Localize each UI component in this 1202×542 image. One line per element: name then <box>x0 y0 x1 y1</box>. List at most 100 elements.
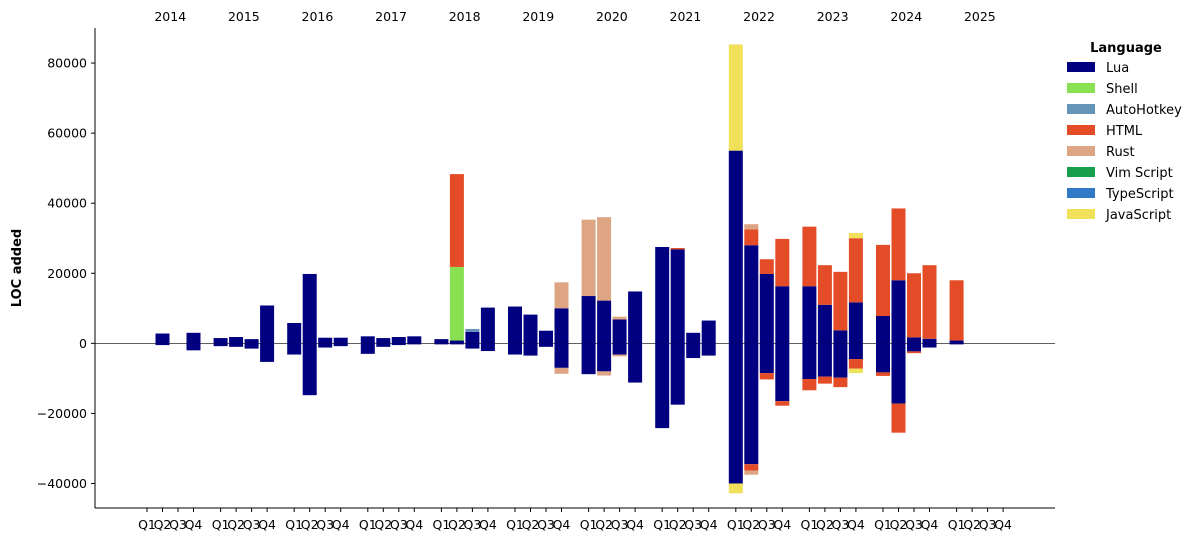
y-tick-label: 80000 <box>47 56 87 71</box>
x-tick-label: Q2 <box>374 517 392 532</box>
bar-segment-html <box>449 174 464 267</box>
x-tick-label: Q1 <box>801 517 819 532</box>
y-tick-label: 0 <box>79 336 87 351</box>
x-tick-label: Q3 <box>243 517 261 532</box>
bar-segment-lua <box>449 343 464 345</box>
x-tick-label: Q1 <box>359 517 377 532</box>
x-tick-label: Q3 <box>905 517 923 532</box>
bar-segment-lua <box>554 308 569 344</box>
bar-segment-lua <box>333 337 348 344</box>
legend-swatch-rust <box>1067 146 1095 156</box>
bar-segment-html <box>775 238 790 287</box>
bar-segment-lua <box>318 337 333 344</box>
bar-segment-lua <box>480 307 495 344</box>
bar-segment-lua <box>554 343 569 368</box>
bar-segment-lua <box>728 150 743 344</box>
x-tick-label: Q1 <box>433 517 451 532</box>
bar-segment-html <box>802 379 817 391</box>
year-label: 2025 <box>964 9 996 24</box>
legend-swatch-shell <box>1067 83 1095 93</box>
bar-segment-javascript <box>728 44 743 151</box>
legend-swatch-autohotkey <box>1067 104 1095 114</box>
bar-segment-rust <box>581 219 596 297</box>
year-label: 2023 <box>817 9 849 24</box>
x-tick-label: Q4 <box>773 517 791 532</box>
bar-segment-lua <box>655 246 670 344</box>
bar-segment-lua <box>434 343 449 345</box>
bar-segment-html <box>876 244 890 316</box>
x-tick-label: Q2 <box>742 517 760 532</box>
bar-segment-lua <box>508 306 522 344</box>
legend-label: Vim Script <box>1106 166 1173 181</box>
bar-segment-html <box>759 259 774 274</box>
bar-segment-lua <box>728 343 743 484</box>
x-tick-label: Q1 <box>138 517 156 532</box>
bar-segment-lua <box>318 343 333 348</box>
bar-segment-lua <box>155 333 170 344</box>
bar-segment-lua <box>802 343 817 380</box>
bar-segment-lua <box>186 332 201 344</box>
x-tick-label: Q1 <box>874 517 892 532</box>
bar-segment-lua <box>848 343 863 360</box>
bar-segment-html <box>744 464 759 471</box>
x-tick-label: Q2 <box>595 517 613 532</box>
bar-segment-lua <box>891 280 906 344</box>
x-tick-label: Q4 <box>700 517 718 532</box>
bar-segment-lua <box>539 330 553 344</box>
x-tick-label: Q3 <box>611 517 629 532</box>
legend-label: Lua <box>1106 61 1129 76</box>
bar-segment-lua <box>407 343 422 345</box>
x-tick-label: Q4 <box>258 517 276 532</box>
bar-segment-lua <box>229 337 244 344</box>
bar-segment-html <box>922 265 937 339</box>
bar-segment-lua <box>744 245 759 344</box>
x-tick-label: Q3 <box>684 517 702 532</box>
bar-segment-lua <box>244 339 259 344</box>
bar-segment-lua <box>581 296 596 344</box>
x-tick-label: Q3 <box>169 517 187 532</box>
bar-segment-html <box>907 351 921 354</box>
x-tick-label: Q1 <box>727 517 745 532</box>
bar-segment-lua <box>302 343 317 396</box>
legend-entries: Lua Shell AutoHotkey HTML Rust Vim Script Type… <box>1067 61 1182 223</box>
bar-segment-lua <box>759 273 774 344</box>
x-tick-label: Q3 <box>464 517 482 532</box>
bar-segment-lua <box>523 314 538 344</box>
bar-segment-lua <box>628 343 643 383</box>
legend-swatch-html <box>1067 125 1095 135</box>
legend-label: AutoHotkey <box>1106 103 1182 118</box>
year-label: 2021 <box>670 9 702 24</box>
bar-segment-html <box>775 401 790 406</box>
bar-segment-lua <box>949 340 964 344</box>
x-tick-label: Q1 <box>653 517 671 532</box>
y-tick-label: −40000 <box>37 476 87 491</box>
legend-title: Language <box>1090 41 1162 56</box>
year-label: 2016 <box>302 9 334 24</box>
x-tick-label: Q4 <box>405 517 423 532</box>
x-tick-label: Q1 <box>212 517 230 532</box>
bar-segment-rust <box>612 354 627 357</box>
y-tick-label: −20000 <box>37 406 87 421</box>
x-tick-label: Q3 <box>537 517 555 532</box>
legend-label: JavaScript <box>1105 208 1171 223</box>
bar-segment-lua <box>701 320 716 344</box>
bar-segment-html <box>848 238 863 303</box>
bar-segment-lua <box>376 338 391 344</box>
bar-segment-lua <box>949 343 964 345</box>
x-tick-label: Q4 <box>847 517 865 532</box>
x-tick-label: Q1 <box>580 517 598 532</box>
x-tick-label: Q3 <box>390 517 408 532</box>
bar-segment-html <box>759 373 774 380</box>
bar-segment-lua <box>376 343 391 347</box>
bar-segment-rust <box>597 217 612 301</box>
x-tick-label: Q2 <box>154 517 172 532</box>
legend-swatch-lua <box>1067 62 1095 72</box>
bar-segment-lua <box>434 339 449 344</box>
x-tick-label: Q2 <box>301 517 319 532</box>
legend-label: Rust <box>1106 145 1135 160</box>
bar-segment-lua <box>775 343 790 402</box>
bar-segment-lua <box>817 343 832 377</box>
legend-label: HTML <box>1106 124 1143 139</box>
